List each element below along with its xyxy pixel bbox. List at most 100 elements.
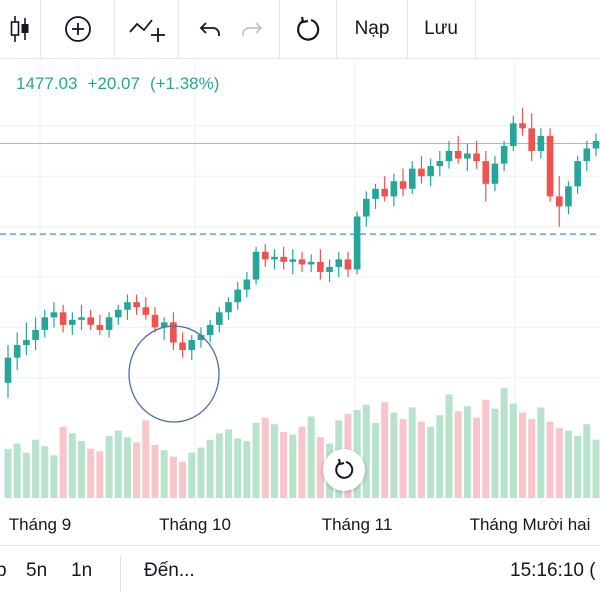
candle-body [298,259,306,265]
save-button[interactable]: Lưu [424,18,458,39]
volume-bar [307,416,315,498]
x-axis-tick-label: Tháng Mười hai [470,515,591,534]
price-change-percent: (+1.38%) [149,74,220,93]
candle-body [528,128,535,151]
price-change: +20.07 [87,74,140,93]
candle-body [510,123,517,146]
candle-body [307,261,315,265]
range-1d-button[interactable]: 1n [71,560,93,581]
volume-bar [564,430,572,498]
candle-body [555,196,563,207]
candle-body [574,161,581,187]
volume-bar [114,430,122,498]
candle-body [381,188,388,197]
clock-readout[interactable]: 15:16:10 ( [510,560,596,581]
volume-bar [519,412,526,498]
volume-bar [546,421,554,498]
candle-body [133,302,140,308]
volume-bar [252,422,260,498]
volume-bar [50,455,58,498]
toolbar-separator [475,0,476,58]
volume-bar [41,446,49,498]
candle-body [482,161,490,184]
volume-bar [160,450,168,498]
toolbar-separator [279,0,280,58]
candle-body [372,188,379,199]
candle-body [335,259,343,267]
drawn-circle-annotation[interactable] [128,325,220,423]
volume-bar [390,412,398,498]
volume-bar [96,451,104,498]
candle-body [197,334,205,340]
volume-bar [13,443,21,498]
goto-date-button[interactable]: Đến... [144,560,195,581]
volume-bar [509,403,517,498]
candle-body [592,140,600,149]
price-readout: 1477.03 +20.07 (+1.38%) [16,74,229,94]
candle-body [105,317,113,330]
volume-bar [188,452,196,498]
candle-body [418,168,425,177]
reset-icon[interactable] [280,0,336,58]
volume-bar [454,411,462,498]
volume-bar [59,426,67,498]
redo-icon[interactable] [232,0,272,58]
volume-bar [243,441,251,498]
candle-body [124,302,131,310]
volume-bar [4,448,12,498]
volume-bar [105,435,113,498]
toolbar-separator [40,0,41,58]
volume-bar [583,424,591,498]
volume-bar [381,402,389,498]
volume-bar [68,433,76,498]
price-chart[interactable]: Tháng 9 Tháng 10 Tháng 11 Tháng Mười hai [0,58,600,545]
compare-icon[interactable] [115,0,177,58]
undo-icon[interactable] [190,0,230,58]
volume-bar [574,435,582,498]
volume-bar [427,426,435,498]
volume-bar [234,438,242,498]
candle-body [160,322,168,328]
volume-bar [417,421,425,498]
volume-bar [537,407,545,498]
range-5d-button[interactable]: 5n [26,560,48,581]
volume-bar [22,452,30,498]
volume-bar [316,437,324,498]
reset-chart-button[interactable] [323,449,365,491]
candle-body [317,261,324,272]
candle-body [473,153,480,162]
toolbar-separator [178,0,179,58]
candle-body [234,289,241,303]
candlestick-icon[interactable] [0,0,40,58]
candle-body [252,251,260,280]
volume-bar [87,448,95,498]
last-price: 1477.03 [16,74,78,93]
candle-body [13,345,21,358]
candle-body [353,216,361,270]
candle-body [445,151,453,162]
candle-body [491,163,499,184]
volume-bar [225,429,232,498]
toolbar-separator [336,0,337,58]
candle-body [326,266,333,272]
candle-body [464,153,471,159]
volume-bar [592,439,600,498]
volume-bar [463,406,471,498]
load-button[interactable]: Nạp [354,18,390,39]
candle-body [261,251,269,260]
candle-body [408,168,416,189]
candle-body [546,135,554,197]
x-axis-tick-label: Tháng 11 [322,515,393,534]
toolbar-separator [114,0,115,58]
volume-bar [206,439,214,498]
candle-body [96,324,104,330]
volume-bar [491,408,499,498]
candle-body [69,319,76,325]
candle-body [243,279,251,290]
volume-bar [261,417,269,498]
volume-bar [123,437,131,498]
add-indicator-icon[interactable] [41,0,114,58]
candle-body [142,307,150,315]
range-partial-button[interactable]: p [0,560,7,581]
candle-body [50,312,58,318]
